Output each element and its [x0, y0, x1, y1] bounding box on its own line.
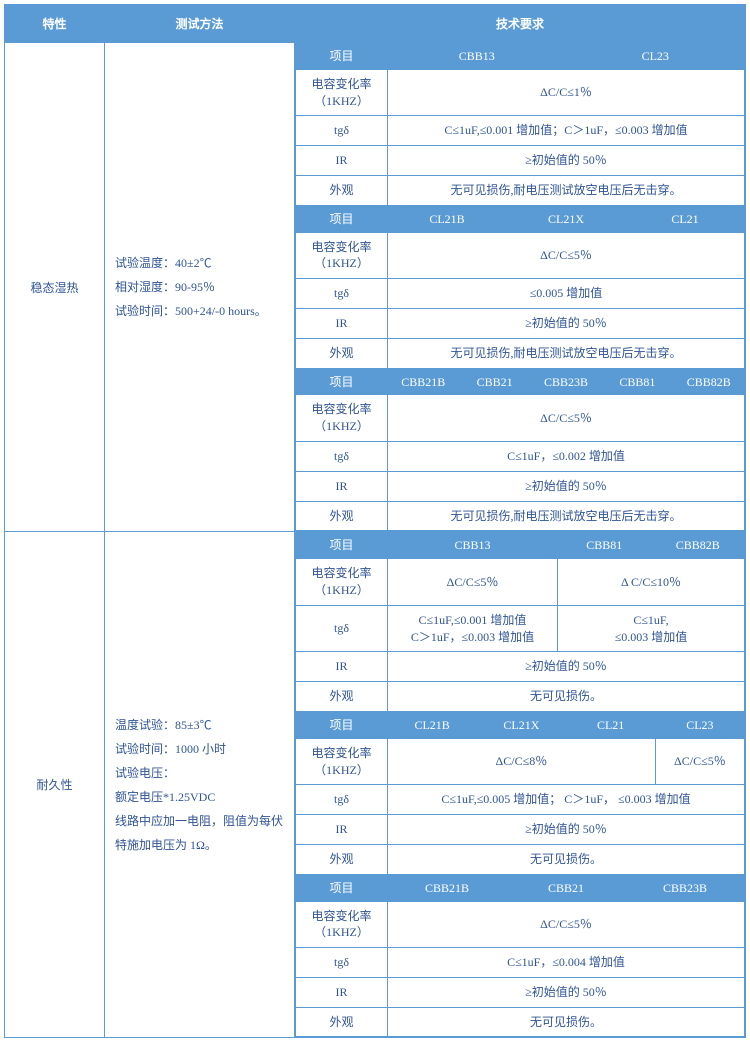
r1t1-app: 无可见损伤,耐电压测试放空电压后无击穿。	[388, 175, 745, 205]
r1t3-c0: CBB21B	[388, 369, 459, 395]
r2t2-tg: C≤1uF,≤0.005 增加值； C＞1uF， ≤0.003 增加值	[388, 785, 745, 815]
ir-label: IR	[296, 308, 388, 338]
r2t1-cap1: ΔC/C≤5％	[388, 559, 558, 606]
cap-label: 电容变化率（1KHZ）	[296, 395, 388, 442]
row2-t1: 项目 CBB13 CBB81 CBB82B 电容变化率（1KHZ） ΔC/C≤5…	[295, 532, 745, 712]
header-row: 特性 测试方法 技术要求	[5, 5, 746, 43]
tg-label: tgδ	[296, 441, 388, 471]
r2t2-ir: ≥初始值的 50％	[388, 815, 745, 845]
ir-label: IR	[296, 652, 388, 682]
r1t3-app: 无可见损伤,耐电压测试放空电压后无击穿。	[388, 501, 745, 531]
r2t3-c0: CBB21B	[388, 875, 507, 901]
tg-label: tgδ	[296, 948, 388, 978]
ir-label: IR	[296, 471, 388, 501]
r1t1-c0: CBB13	[388, 44, 567, 70]
row2-method: 温度试验：85±3℃试验时间：1000 小时试验电压：额定电压*1.25VDC线…	[105, 532, 295, 1038]
r1t3-cap: ΔC/C≤5％	[388, 395, 745, 442]
row2-t3: 项目 CBB21B CBB21 CBB23B 电容变化率（1KHZ） ΔC/C≤…	[295, 875, 745, 1038]
row1-t1: 项目 CBB13 CL23 电容变化率（1KHZ） ΔC/C≤1％ tgδ C≤…	[295, 43, 745, 206]
row1-title: 稳态湿热	[5, 43, 105, 532]
r2t2-c0: CL21B	[388, 712, 477, 738]
r1t3-c2: CBB23B	[530, 369, 601, 395]
r2t1-tg1: C≤1uF,≤0.001 增加值C＞1uF，≤0.003 增加值	[388, 605, 558, 652]
app-label: 外观	[296, 175, 388, 205]
r2t1-c1: CBB81	[558, 533, 652, 559]
row2-t2: 项目 CL21B CL21X CL21 CL23 电容变化率（1KHZ） ΔC/…	[295, 712, 745, 875]
row1-reqs: 项目 CBB13 CL23 电容变化率（1KHZ） ΔC/C≤1％ tgδ C≤…	[295, 43, 746, 532]
header-col2: 测试方法	[105, 5, 295, 43]
r1t2-cap: ΔC/C≤5％	[388, 232, 745, 279]
r1t1-c1: CL23	[566, 44, 745, 70]
r2t2-cap1: ΔC/C≤8％	[388, 738, 656, 785]
cap-label: 电容变化率（1KHZ）	[296, 559, 388, 606]
row2-reqs: 项目 CBB13 CBB81 CBB82B 电容变化率（1KHZ） ΔC/C≤5…	[295, 532, 746, 1038]
cap-label: 电容变化率（1KHZ）	[296, 738, 388, 785]
app-label: 外观	[296, 501, 388, 531]
ir-label: IR	[296, 977, 388, 1007]
ir-label: IR	[296, 815, 388, 845]
app-label: 外观	[296, 682, 388, 712]
row2-title: 耐久性	[5, 532, 105, 1038]
tg-label: tgδ	[296, 279, 388, 309]
row-stable-humid: 稳态湿热 试验温度：40±2℃相对湿度：90-95％试验时间：500+24/-0…	[5, 43, 746, 532]
app-label: 外观	[296, 1007, 388, 1037]
r2t3-app: 无可见损伤。	[388, 1007, 745, 1037]
r2t2-c1: CL21X	[477, 712, 566, 738]
r1t1-tg: C≤1uF,≤0.001 增加值；C＞1uF，≤0.003 增加值	[388, 116, 745, 146]
r1t2-app: 无可见损伤,耐电压测试放空电压后无击穿。	[388, 338, 745, 368]
row1-method: 试验温度：40±2℃相对湿度：90-95％试验时间：500+24/-0 hour…	[105, 43, 295, 532]
r1t2-ir: ≥初始值的 50％	[388, 308, 745, 338]
r2t3-ir: ≥初始值的 50％	[388, 977, 745, 1007]
cap-label: 电容变化率（1KHZ）	[296, 901, 388, 948]
r2t2-c2: CL21	[566, 712, 655, 738]
row1-t3: 项目 CBB21B CBB21 CBB23B CBB81 CBB82B 电容变化…	[295, 369, 745, 532]
r1t2-c0: CL21B	[388, 206, 507, 232]
r1t1-cap: ΔC/C≤1％	[388, 69, 745, 116]
row-durability: 耐久性 温度试验：85±3℃试验时间：1000 小时试验电压：额定电压*1.25…	[5, 532, 746, 1038]
r1t1-ir: ≥初始值的 50％	[388, 146, 745, 176]
cap-label: 电容变化率（1KHZ）	[296, 232, 388, 279]
proj-label: 项目	[296, 369, 388, 395]
r2t1-ir: ≥初始值的 50％	[388, 652, 745, 682]
r2t1-cap2: Δ C/C≤10％	[558, 559, 745, 606]
r2t3-cap: ΔC/C≤5％	[388, 901, 745, 948]
r1t2-tg: ≤0.005 增加值	[388, 279, 745, 309]
r1t3-tg: C≤1uF，≤0.002 增加值	[388, 441, 745, 471]
r2t2-cap2: ΔC/C≤5％	[655, 738, 744, 785]
r2t3-c1: CBB21	[507, 875, 626, 901]
r2t2-app: 无可见损伤。	[388, 844, 745, 874]
header-col1: 特性	[5, 5, 105, 43]
app-label: 外观	[296, 844, 388, 874]
cap-label: 电容变化率（1KHZ）	[296, 69, 388, 116]
proj-label: 项目	[296, 712, 388, 738]
r2t1-app: 无可见损伤。	[388, 682, 745, 712]
r1t3-c1: CBB21	[459, 369, 530, 395]
r1t2-c2: CL21	[626, 206, 745, 232]
r1t2-c1: CL21X	[507, 206, 626, 232]
proj-label: 项目	[296, 206, 388, 232]
r2t2-c3: CL23	[655, 712, 744, 738]
r2t1-tg2: C≤1uF,≤0.003 增加值	[558, 605, 745, 652]
spec-table: 特性 测试方法 技术要求 稳态湿热 试验温度：40±2℃相对湿度：90-95％试…	[4, 4, 746, 1038]
ir-label: IR	[296, 146, 388, 176]
r2t1-c2: CBB82B	[651, 533, 745, 559]
r1t3-ir: ≥初始值的 50％	[388, 471, 745, 501]
proj-label: 项目	[296, 875, 388, 901]
app-label: 外观	[296, 338, 388, 368]
tg-label: tgδ	[296, 605, 388, 652]
r2t3-tg: C≤1uF，≤0.004 增加值	[388, 948, 745, 978]
proj-label: 项目	[296, 44, 388, 70]
row1-t2: 项目 CL21B CL21X CL21 电容变化率（1KHZ） ΔC/C≤5％ …	[295, 206, 745, 369]
proj-label: 项目	[296, 533, 388, 559]
r1t3-c3: CBB81	[602, 369, 673, 395]
r1t3-c4: CBB82B	[673, 369, 744, 395]
header-col3: 技术要求	[295, 5, 746, 43]
r2t3-c2: CBB23B	[626, 875, 745, 901]
tg-label: tgδ	[296, 116, 388, 146]
tg-label: tgδ	[296, 785, 388, 815]
r2t1-c0: CBB13	[388, 533, 558, 559]
